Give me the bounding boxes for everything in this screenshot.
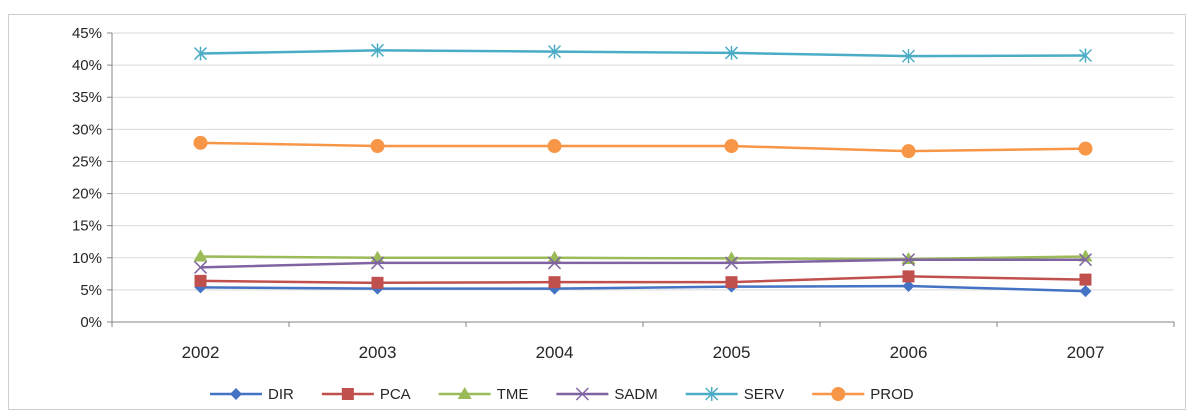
legend-marker-serv <box>705 387 719 401</box>
legend: DIR PCA TME SADM SERV PROD <box>210 386 914 403</box>
series-serv <box>193 43 1093 64</box>
y-tick-label: 30% <box>72 121 102 138</box>
legend-marker-pca <box>341 388 354 400</box>
axes <box>107 32 1175 327</box>
legend-item-prod: PROD <box>812 386 914 403</box>
data-point-dir <box>902 280 915 293</box>
series-sadm <box>193 253 1093 274</box>
data-point-tme <box>901 252 916 265</box>
data-point-serv <box>724 45 739 60</box>
data-point-pca <box>1079 273 1092 286</box>
legend-item-pca: PCA <box>321 386 411 403</box>
series-prod <box>193 135 1093 159</box>
x-tick-label: 2003 <box>359 343 397 362</box>
data-point-prod <box>901 144 916 159</box>
x-axis-ticks: 2002 2003 2004 2005 2006 2007 <box>182 343 1105 362</box>
data-point-sadm <box>370 256 385 270</box>
data-point-serv <box>901 49 916 64</box>
data-point-serv <box>193 46 208 61</box>
legend-marker-dir <box>230 388 242 400</box>
data-point-serv <box>370 43 385 58</box>
legend-label-tme: TME <box>497 386 529 403</box>
data-point-prod <box>193 135 208 150</box>
data-point-prod <box>547 139 562 154</box>
x-tick-label: 2007 <box>1067 343 1105 362</box>
legend-label-prod: PROD <box>870 386 914 403</box>
series-layer <box>193 43 1093 298</box>
data-point-prod <box>724 139 739 154</box>
data-point-dir <box>1079 285 1092 298</box>
data-point-pca <box>371 276 384 289</box>
y-tick-label: 5% <box>80 282 102 299</box>
legend-item-dir: DIR <box>210 386 294 403</box>
x-tick-label: 2002 <box>182 343 220 362</box>
y-tick-label: 40% <box>72 57 102 74</box>
data-point-pca <box>725 276 738 289</box>
series-line-prod <box>200 141 1086 153</box>
data-point-tme <box>193 249 208 262</box>
y-tick-label: 20% <box>72 186 102 203</box>
x-tick-label: 2005 <box>713 343 751 362</box>
series-pca <box>194 270 1092 289</box>
legend-label-sadm: SADM <box>614 386 657 403</box>
data-point-serv <box>547 44 562 59</box>
data-point-sadm <box>901 253 916 267</box>
y-tick-label: 35% <box>72 89 102 106</box>
legend-marker-sadm <box>575 387 589 401</box>
data-point-sadm <box>193 260 208 274</box>
series-line-pca <box>200 275 1086 285</box>
legend-item-serv: SERV <box>685 386 785 403</box>
series-line-dir <box>200 284 1086 293</box>
series-line-sadm <box>200 258 1086 269</box>
legend-label-pca: PCA <box>380 386 411 403</box>
y-tick-label: 45% <box>72 25 102 42</box>
legend-item-tme: TME <box>438 386 529 403</box>
data-point-prod <box>1078 141 1093 156</box>
legend-label-serv: SERV <box>744 386 785 403</box>
data-point-pca <box>194 274 207 287</box>
data-point-pca <box>548 276 561 289</box>
chart-area <box>8 14 1186 410</box>
series-line-serv <box>200 49 1086 58</box>
gridlines <box>112 32 1174 291</box>
x-tick-label: 2004 <box>536 343 574 362</box>
data-point-serv <box>1078 48 1093 63</box>
y-tick-label: 10% <box>72 250 102 267</box>
y-tick-label: 0% <box>80 314 102 331</box>
legend-marker-prod <box>831 387 846 401</box>
data-point-pca <box>902 270 915 283</box>
legend-marker-tme <box>457 387 472 399</box>
data-point-sadm <box>724 256 739 270</box>
data-point-prod <box>370 139 385 154</box>
legend-label-dir: DIR <box>268 386 294 403</box>
y-tick-label: 25% <box>72 153 102 170</box>
x-tick-label: 2006 <box>890 343 928 362</box>
legend-item-sadm: SADM <box>556 386 658 403</box>
y-tick-label: 15% <box>72 218 102 235</box>
data-point-sadm <box>547 256 562 270</box>
data-point-sadm <box>1078 253 1093 267</box>
y-axis-ticks: 0% 5% 10% 15% 20% 25% 30% 35% 40% 45% <box>72 25 102 331</box>
